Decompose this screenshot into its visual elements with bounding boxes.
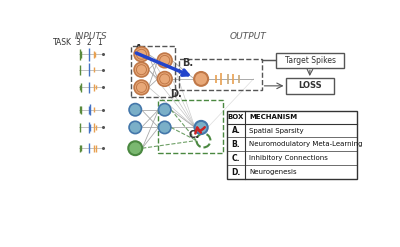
- Text: Neurogenesis: Neurogenesis: [249, 169, 297, 175]
- Circle shape: [194, 72, 208, 86]
- Text: TASK: TASK: [53, 38, 72, 47]
- Text: D.: D.: [231, 168, 241, 177]
- Text: B.: B.: [232, 140, 240, 149]
- Text: B.: B.: [182, 58, 193, 68]
- Circle shape: [134, 47, 149, 62]
- Text: 3: 3: [76, 38, 80, 47]
- Text: BOX: BOX: [228, 114, 244, 121]
- Circle shape: [129, 121, 142, 134]
- Circle shape: [128, 141, 142, 155]
- Circle shape: [158, 103, 171, 116]
- Text: D.: D.: [170, 89, 182, 99]
- FancyBboxPatch shape: [286, 78, 334, 94]
- Text: Spatial Sparsity: Spatial Sparsity: [249, 127, 304, 134]
- Text: Neuromodulatory Meta-Learning: Neuromodulatory Meta-Learning: [249, 141, 363, 147]
- Circle shape: [158, 121, 171, 134]
- Circle shape: [134, 80, 149, 95]
- Text: A.: A.: [232, 126, 240, 135]
- Text: A.: A.: [134, 44, 146, 54]
- Circle shape: [134, 62, 149, 77]
- Text: C.: C.: [189, 130, 200, 140]
- Text: Target Spikes: Target Spikes: [284, 56, 336, 65]
- Text: OUTPUT: OUTPUT: [229, 32, 266, 41]
- Circle shape: [129, 103, 142, 116]
- Text: LOSS: LOSS: [298, 81, 322, 90]
- Circle shape: [157, 72, 172, 86]
- Text: INPUTS: INPUTS: [75, 32, 107, 41]
- Text: C.: C.: [232, 154, 240, 163]
- Circle shape: [194, 121, 208, 134]
- Text: Inhibitory Connections: Inhibitory Connections: [249, 155, 328, 161]
- FancyBboxPatch shape: [227, 111, 357, 179]
- Circle shape: [157, 53, 172, 68]
- Text: MECHANISM: MECHANISM: [249, 114, 297, 121]
- Text: 2: 2: [86, 38, 91, 47]
- Text: 1: 1: [97, 38, 102, 47]
- FancyBboxPatch shape: [276, 53, 344, 68]
